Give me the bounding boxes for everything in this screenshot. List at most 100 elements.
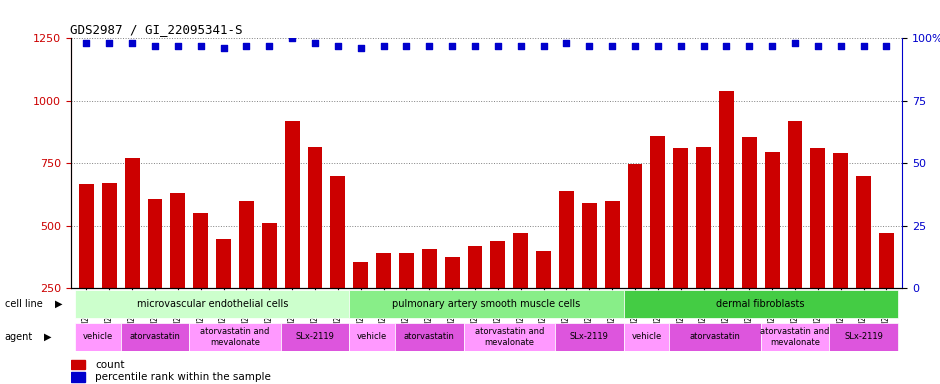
Point xyxy=(79,40,94,46)
Point xyxy=(445,43,460,49)
Bar xyxy=(75,323,120,351)
Bar xyxy=(307,147,322,350)
Point xyxy=(810,43,825,49)
Bar xyxy=(555,323,623,351)
Bar xyxy=(604,200,619,350)
Point xyxy=(719,43,734,49)
Bar xyxy=(513,233,528,350)
Point xyxy=(513,43,528,49)
Bar xyxy=(353,262,368,350)
Point xyxy=(467,43,482,49)
Point xyxy=(788,40,803,46)
Bar xyxy=(75,291,350,318)
Bar xyxy=(765,152,779,350)
Bar xyxy=(216,239,231,350)
Text: vehicle: vehicle xyxy=(357,333,387,341)
Bar xyxy=(148,199,163,350)
Point xyxy=(742,43,757,49)
Point xyxy=(856,43,871,49)
Bar xyxy=(628,164,642,350)
Bar xyxy=(697,147,711,350)
Point xyxy=(696,43,711,49)
Bar xyxy=(120,323,189,351)
Point xyxy=(285,35,300,41)
Text: atorvastatin and
mevalonate: atorvastatin and mevalonate xyxy=(760,327,830,347)
Text: atorvastatin and
mevalonate: atorvastatin and mevalonate xyxy=(200,327,270,347)
Point xyxy=(399,43,414,49)
Bar xyxy=(673,148,688,350)
Bar xyxy=(491,240,506,350)
Bar xyxy=(70,372,86,382)
Bar xyxy=(400,253,414,350)
Bar xyxy=(102,183,117,350)
Bar xyxy=(376,253,391,350)
Bar xyxy=(669,323,760,351)
Bar xyxy=(879,233,894,350)
Text: ▶: ▶ xyxy=(55,299,62,309)
Text: vehicle: vehicle xyxy=(632,333,662,341)
Bar xyxy=(788,121,803,350)
Bar xyxy=(650,136,666,350)
Text: atorvastatin and
mevalonate: atorvastatin and mevalonate xyxy=(475,327,544,347)
Point xyxy=(764,43,779,49)
Bar xyxy=(350,323,395,351)
Bar xyxy=(760,323,829,351)
Bar xyxy=(445,257,460,350)
Text: GDS2987 / GI_22095341-S: GDS2987 / GI_22095341-S xyxy=(70,23,243,36)
Bar xyxy=(285,121,300,350)
Bar xyxy=(623,291,898,318)
Point xyxy=(353,45,368,51)
Bar xyxy=(467,246,482,350)
Bar xyxy=(463,323,555,351)
Text: SLx-2119: SLx-2119 xyxy=(295,333,335,341)
Point xyxy=(102,40,117,46)
Point xyxy=(148,43,163,49)
Bar xyxy=(829,323,898,351)
Bar xyxy=(559,191,573,350)
Bar xyxy=(422,249,437,350)
Point xyxy=(582,43,597,49)
Point xyxy=(673,43,688,49)
Point xyxy=(262,43,277,49)
Point xyxy=(194,43,209,49)
Bar xyxy=(170,193,185,350)
Text: atorvastatin: atorvastatin xyxy=(690,333,741,341)
Point xyxy=(604,43,619,49)
Bar xyxy=(239,200,254,350)
Bar xyxy=(194,213,208,350)
Bar xyxy=(79,184,94,350)
Point xyxy=(422,43,437,49)
Text: count: count xyxy=(96,360,125,370)
Bar xyxy=(331,176,345,350)
Point xyxy=(170,43,185,49)
Bar xyxy=(536,251,551,350)
Bar xyxy=(189,323,281,351)
Bar xyxy=(742,137,757,350)
Point xyxy=(125,40,140,46)
Text: SLx-2119: SLx-2119 xyxy=(570,333,609,341)
Bar xyxy=(281,323,350,351)
Text: pulmonary artery smooth muscle cells: pulmonary artery smooth muscle cells xyxy=(392,299,581,310)
Point xyxy=(330,43,345,49)
Point xyxy=(376,43,391,49)
Bar xyxy=(70,360,86,369)
Bar xyxy=(810,148,825,350)
Bar xyxy=(623,323,669,351)
Bar xyxy=(833,153,848,350)
Text: ▶: ▶ xyxy=(44,332,52,342)
Point xyxy=(628,43,643,49)
Bar xyxy=(350,291,623,318)
Bar xyxy=(125,158,140,350)
Text: cell line: cell line xyxy=(5,299,42,309)
Point xyxy=(239,43,254,49)
Bar xyxy=(856,176,871,350)
Point xyxy=(491,43,506,49)
Text: vehicle: vehicle xyxy=(83,333,113,341)
Bar xyxy=(719,91,734,350)
Text: atorvastatin: atorvastatin xyxy=(130,333,180,341)
Point xyxy=(833,43,848,49)
Point xyxy=(216,45,231,51)
Point xyxy=(559,40,574,46)
Text: agent: agent xyxy=(5,332,33,342)
Point xyxy=(650,43,666,49)
